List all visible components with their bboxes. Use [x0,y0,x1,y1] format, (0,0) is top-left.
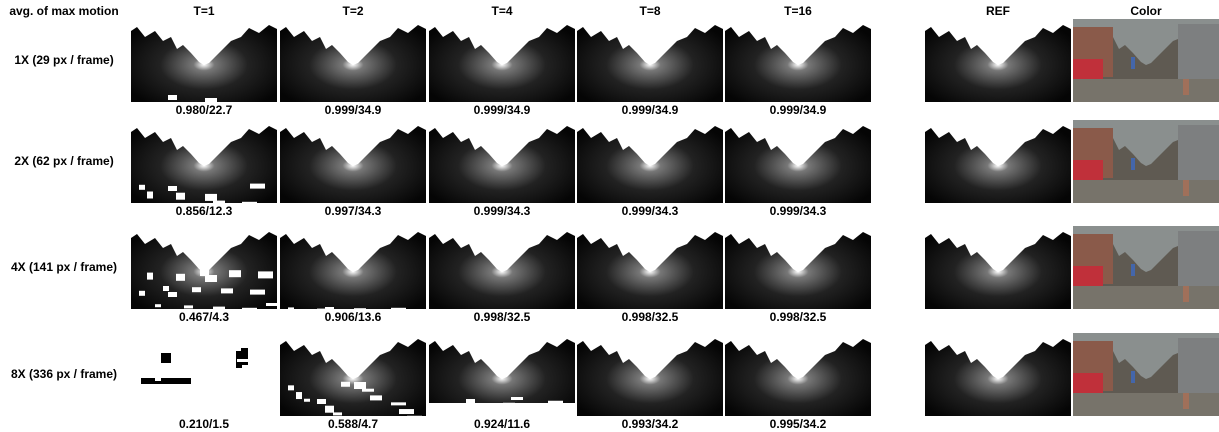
score-caption: 0.998/32.5 [577,310,723,324]
depth-image [429,333,575,416]
depth-image [280,19,426,102]
figure: avg. of max motion T=1T=2T=4T=8T=16 REFCo… [0,0,1219,432]
depth-image [725,19,871,102]
depth-image [725,120,871,203]
depth-image [429,226,575,309]
score-caption: 0.999/34.9 [725,103,871,117]
corner-label: avg. of max motion [0,4,128,18]
depth-image [925,120,1071,203]
column-header: T=2 [280,4,426,18]
score-caption: 0.856/12.3 [131,204,277,218]
row-label: 2X (62 px / frame) [0,154,128,168]
depth-image [280,226,426,309]
score-caption: 0.999/34.9 [280,103,426,117]
score-caption: 0.980/22.7 [131,103,277,117]
depth-image [577,333,723,416]
depth-image [725,226,871,309]
column-header: T=16 [725,4,871,18]
score-caption: 0.999/34.3 [429,204,575,218]
color-image [1073,19,1219,102]
color-image [1073,120,1219,203]
depth-image [280,333,426,416]
score-caption: 0.210/1.5 [131,417,277,431]
column-header: REF [925,4,1071,18]
score-caption: 0.999/34.9 [429,103,575,117]
row-label: 8X (336 px / frame) [0,367,128,381]
color-image [1073,226,1219,309]
depth-image [577,120,723,203]
depth-image [429,19,575,102]
score-caption: 0.588/4.7 [280,417,426,431]
column-header: T=1 [131,4,277,18]
depth-image [131,333,277,416]
score-caption: 0.997/34.3 [280,204,426,218]
score-caption: 0.995/34.2 [725,417,871,431]
score-caption: 0.467/4.3 [131,310,277,324]
depth-image [725,333,871,416]
depth-image [925,19,1071,102]
depth-image [925,226,1071,309]
depth-image [131,19,277,102]
column-header: T=4 [429,4,575,18]
score-caption: 0.999/34.3 [577,204,723,218]
score-caption: 0.924/11.6 [429,417,575,431]
depth-image [131,120,277,203]
column-header: T=8 [577,4,723,18]
depth-image [925,333,1071,416]
score-caption: 0.998/32.5 [725,310,871,324]
row-label: 4X (141 px / frame) [0,260,128,274]
color-image [1073,333,1219,416]
score-caption: 0.906/13.6 [280,310,426,324]
depth-image [577,226,723,309]
score-caption: 0.999/34.9 [577,103,723,117]
column-header: Color [1073,4,1219,18]
score-caption: 0.993/34.2 [577,417,723,431]
depth-image [131,226,277,309]
depth-image [429,120,575,203]
depth-image [280,120,426,203]
depth-image [577,19,723,102]
score-caption: 0.999/34.3 [725,204,871,218]
row-label: 1X (29 px / frame) [0,53,128,67]
score-caption: 0.998/32.5 [429,310,575,324]
